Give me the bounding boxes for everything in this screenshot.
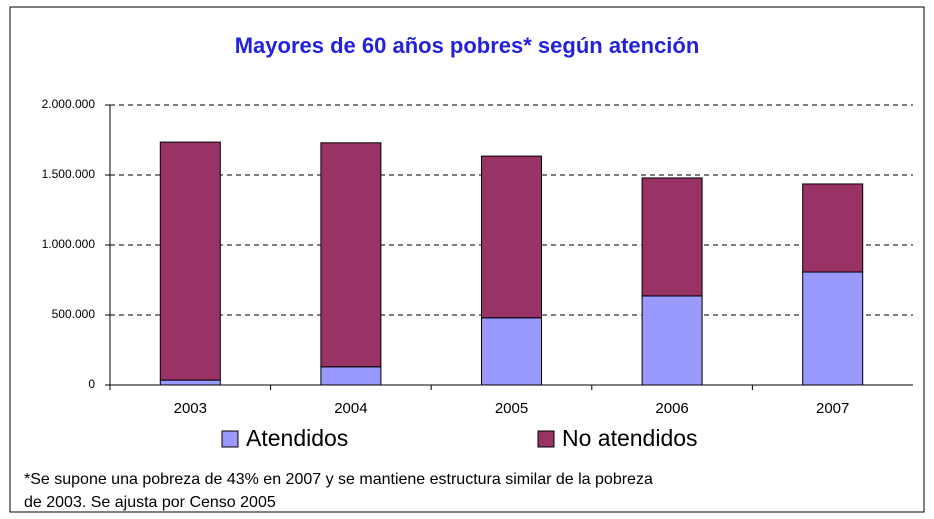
x-tick-label: 2004 bbox=[334, 400, 367, 417]
bar bbox=[641, 177, 703, 297]
legend-swatch bbox=[537, 430, 555, 448]
bar bbox=[481, 317, 542, 386]
legend-label: No atendidos bbox=[562, 425, 698, 451]
bar bbox=[320, 142, 382, 368]
bar bbox=[320, 366, 382, 386]
y-tick-label: 2.000.000 bbox=[42, 97, 96, 111]
legend-label: Atendidos bbox=[246, 425, 348, 451]
note: *Se supone una pobreza de 43% en 2007 y … bbox=[24, 471, 653, 488]
chart-frame bbox=[9, 6, 925, 513]
y-tick-label: 1.500.000 bbox=[42, 167, 96, 181]
y-tick-label: 0 bbox=[88, 377, 95, 391]
legend-swatch bbox=[221, 430, 239, 448]
bar bbox=[481, 155, 542, 319]
bar bbox=[641, 295, 703, 386]
x-tick-label: 2003 bbox=[174, 400, 207, 417]
note: de 2003. Se ajusta por Censo 2005 bbox=[24, 494, 276, 511]
bar bbox=[159, 141, 221, 381]
x-tick-label: 2006 bbox=[655, 400, 688, 417]
x-tick-label: 2007 bbox=[816, 400, 849, 417]
bar bbox=[159, 379, 221, 386]
y-tick-label: 1.000.000 bbox=[42, 237, 96, 251]
bar bbox=[802, 271, 864, 386]
y-tick-label: 500.000 bbox=[52, 307, 96, 321]
bar bbox=[802, 183, 864, 273]
x-tick-label: 2005 bbox=[495, 400, 528, 417]
chart-title: Mayores de 60 años pobres* según atenció… bbox=[235, 33, 700, 58]
